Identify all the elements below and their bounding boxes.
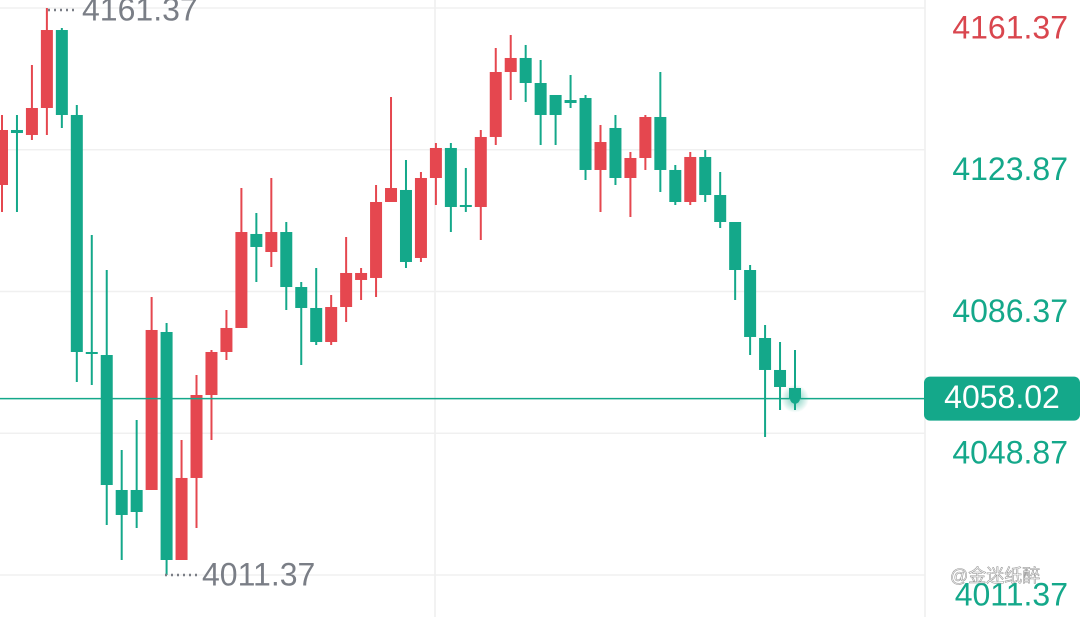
candle-body — [325, 307, 338, 343]
candle-body — [85, 351, 98, 354]
candle-body — [744, 270, 757, 337]
y-tick-label: 4011.37 — [955, 576, 1068, 612]
candle-body — [594, 142, 607, 170]
candle-body — [145, 329, 158, 490]
candle-body — [714, 195, 727, 222]
candle-body — [669, 169, 682, 203]
candle-body — [459, 204, 472, 207]
candle-body — [40, 30, 53, 108]
candle-body — [429, 147, 442, 178]
y-tick-label: 4048.87 — [952, 435, 1068, 471]
candle-body — [519, 57, 532, 84]
overlay: 4058.02 4161.37 4011.37 @金迷纸醉 — [0, 0, 1080, 592]
candle-body — [385, 188, 398, 203]
candle-body — [759, 338, 772, 370]
candle-body — [609, 127, 622, 178]
y-tick-label: 4086.37 — [952, 293, 1068, 329]
candle-body — [175, 477, 188, 560]
candle-body — [250, 233, 263, 247]
candle-body — [205, 351, 218, 396]
candle-body — [579, 98, 592, 170]
candle-body — [474, 136, 487, 207]
candle-body — [399, 189, 412, 262]
candle-body — [220, 327, 233, 352]
candle-body — [280, 232, 293, 288]
candle-body — [699, 156, 712, 196]
candle-body — [10, 129, 23, 134]
candle-body — [564, 100, 577, 104]
candle-body — [639, 116, 652, 159]
y-tick-label: 4123.87 — [952, 151, 1068, 187]
candle-body — [55, 30, 68, 115]
candles — [0, 8, 801, 576]
last-price-tag — [924, 376, 1080, 421]
candle-body — [130, 489, 143, 512]
candle-body — [444, 147, 457, 207]
candle-body — [549, 94, 562, 115]
grid: 4161.37 4123.87 4086.37 4048.87 4011.37 — [0, 7, 1068, 612]
last-price-dot — [790, 393, 800, 404]
candle-body — [624, 158, 637, 178]
candle-body — [310, 307, 323, 343]
candle-body — [235, 232, 248, 328]
max-marker-label: 4161.37 — [82, 0, 198, 27]
candle-body — [729, 221, 742, 271]
candle-body — [160, 331, 173, 560]
candle-body — [70, 114, 83, 352]
candle-body — [414, 177, 427, 258]
candle-body — [0, 129, 8, 185]
candle-body — [774, 369, 787, 387]
candle-body — [340, 272, 353, 308]
last-price-label: 4058.02 — [944, 379, 1060, 415]
candle-body — [190, 395, 203, 478]
candle-body — [115, 489, 128, 515]
candle-body — [25, 107, 38, 135]
candle-body — [489, 72, 502, 137]
candle-body — [504, 57, 517, 73]
candle-body — [684, 156, 697, 203]
candle-body — [534, 83, 547, 115]
candle-body — [295, 287, 308, 308]
candle-body — [100, 355, 113, 486]
y-tick-label: 4161.37 — [952, 9, 1068, 45]
candle-body — [265, 232, 278, 253]
candle-body — [654, 116, 667, 170]
watermark: @金迷纸醉 — [950, 566, 1040, 586]
min-marker-label: 4011.37 — [202, 556, 315, 592]
candle-body — [370, 202, 383, 278]
candle-body — [355, 272, 368, 280]
